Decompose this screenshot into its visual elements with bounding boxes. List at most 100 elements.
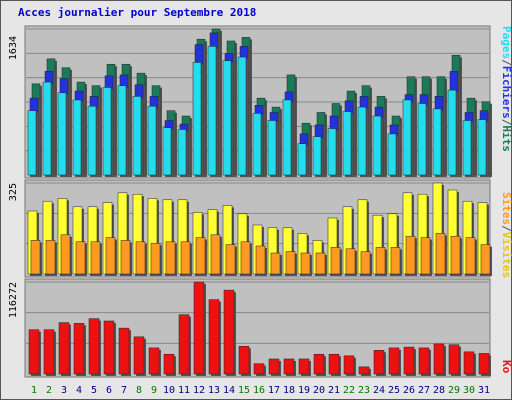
bar-sites-day-9	[150, 242, 161, 275]
bar-ko-day-25	[388, 347, 400, 375]
bar-pages-day-1	[27, 110, 37, 176]
bar-sites-day-28	[435, 233, 446, 275]
x-tick-label: 28	[433, 385, 445, 396]
legend-sites: Sites	[500, 192, 512, 225]
bar-ko-day-11	[178, 314, 190, 375]
x-tick-label: 11	[178, 385, 190, 396]
bar-ko-day-24	[373, 350, 385, 375]
bar-pages-day-14	[222, 60, 232, 176]
x-tick-label: 12	[193, 385, 205, 396]
bar-sites-day-31	[480, 244, 491, 275]
bar-sites-day-27	[420, 237, 431, 275]
legend-sep-1: /	[500, 59, 512, 66]
svg-text:Pages/Fichiers/Hits: Pages/Fichiers/Hits	[500, 26, 512, 152]
x-tick-label: 22	[343, 385, 355, 396]
bar-ko-day-2	[43, 329, 55, 375]
x-tick-label: 13	[208, 385, 220, 396]
bar-sites-day-14	[225, 244, 236, 275]
x-tick-label: 26	[403, 385, 415, 396]
svg-text:Sites/Visites: Sites/Visites	[500, 192, 512, 278]
bar-sites-day-25	[390, 247, 401, 275]
bar-sites-day-5	[90, 241, 101, 275]
legend-visits: Visites	[500, 232, 512, 278]
bar-pages-day-7	[117, 85, 127, 176]
bar-ko-day-20	[313, 353, 325, 375]
x-tick-label: 19	[298, 385, 310, 396]
bar-pages-day-2	[42, 81, 52, 176]
x-tick-label: 24	[373, 385, 385, 396]
bar-ko-day-15	[238, 346, 250, 375]
bar-pages-day-22	[342, 111, 352, 176]
x-tick-label: 25	[388, 385, 400, 396]
bar-sites-day-16	[255, 245, 266, 275]
bar-pages-day-31	[477, 119, 487, 176]
bar-ko-day-17	[268, 358, 280, 375]
bar-pages-day-9	[147, 105, 157, 176]
bar-sites-day-23	[360, 251, 371, 275]
bar-sites-day-12	[195, 237, 206, 275]
bar-sites-day-6	[105, 237, 116, 275]
x-tick-label: 4	[76, 385, 82, 396]
x-tick-label: 31	[478, 385, 490, 396]
bar-pages-day-20	[312, 136, 322, 176]
x-tick-label: 17	[268, 385, 280, 396]
legend-pages: Pages	[500, 26, 512, 59]
bar-sites-day-7	[120, 240, 131, 275]
bar-ko-day-28	[433, 343, 445, 375]
bar-pages-day-28	[432, 108, 442, 176]
bar-ko-day-7	[118, 327, 130, 375]
x-tick-label: 3	[61, 385, 67, 396]
bar-ko-day-4	[73, 323, 85, 375]
bar-ko-day-13	[208, 299, 220, 375]
bar-sites-day-20	[315, 252, 326, 275]
bar-ko-day-8	[133, 336, 145, 375]
legend-hits: Hits	[500, 125, 512, 152]
legend-files: Fichiers	[500, 66, 512, 119]
bar-pages-day-15	[237, 56, 247, 176]
bar-pages-day-13	[207, 46, 217, 176]
bar-pages-day-12	[192, 62, 202, 176]
bar-sites-day-13	[210, 234, 221, 275]
svg-text:Ko: Ko	[500, 360, 512, 374]
bar-pages-day-6	[102, 87, 112, 176]
bar-ko-day-16	[253, 363, 265, 375]
bar-sites-day-15	[240, 241, 251, 275]
bar-ko-day-1	[28, 329, 40, 375]
bar-pages-day-8	[132, 96, 142, 176]
bar-sites-day-26	[405, 235, 416, 275]
x-tick-label: 1	[31, 385, 37, 396]
bar-ko-day-12	[193, 281, 205, 375]
bar-sites-day-11	[180, 241, 191, 275]
bar-pages-day-24	[372, 115, 382, 176]
bar-pages-day-19	[297, 143, 307, 176]
x-tick-label: 16	[253, 385, 265, 396]
x-tick-label: 21	[328, 385, 340, 396]
x-tick-label: 30	[463, 385, 475, 396]
x-tick-label: 18	[283, 385, 295, 396]
bar-pages-day-17	[267, 120, 277, 176]
bar-sites-day-24	[375, 247, 386, 275]
x-tick-label: 9	[151, 385, 157, 396]
bar-sites-day-17	[270, 252, 281, 275]
bar-sites-day-29	[450, 235, 461, 275]
x-tick-label: 14	[223, 385, 235, 396]
ymax-label-bottom: 116272	[8, 282, 19, 318]
legend-sep-2: /	[500, 119, 512, 126]
bar-pages-day-25	[387, 133, 397, 176]
bar-pages-day-26	[402, 99, 412, 176]
bar-pages-day-18	[282, 99, 292, 176]
bar-ko-day-27	[418, 347, 430, 375]
bar-pages-day-27	[417, 103, 427, 176]
bar-ko-day-14	[223, 289, 235, 375]
chart-title: Acces journalier pour Septembre 2018	[18, 6, 257, 19]
bar-ko-day-22	[343, 355, 355, 375]
bar-ko-day-5	[88, 318, 100, 375]
bar-ko-day-3	[58, 322, 70, 375]
legend-sep-3: /	[500, 225, 512, 232]
bar-sites-day-30	[465, 237, 476, 275]
bar-sites-day-3	[60, 234, 71, 275]
x-tick-label: 27	[418, 385, 430, 396]
bar-sites-day-21	[330, 247, 341, 275]
bar-ko-day-19	[298, 358, 310, 375]
bar-pages-day-11	[177, 129, 187, 176]
